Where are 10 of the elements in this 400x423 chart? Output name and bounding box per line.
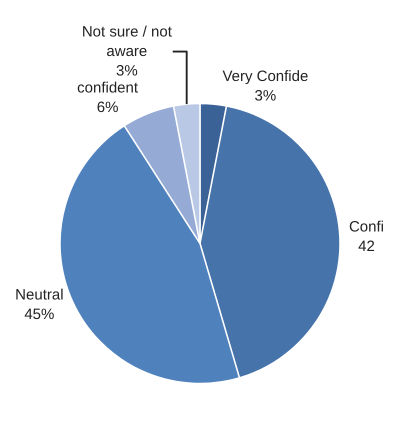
slice-label: Not sure / not aware <box>82 24 173 60</box>
data-label: 3% <box>116 62 138 80</box>
slice-label: Neutral <box>15 286 64 304</box>
data-label: 3% <box>254 87 276 104</box>
data-label: 42 <box>358 238 375 256</box>
data-label: 6% <box>96 99 118 116</box>
slice-label: Confi <box>348 218 384 236</box>
slice-label: confident <box>77 80 139 97</box>
slice-label: Very Confide <box>222 68 308 85</box>
data-label: 45% <box>24 306 54 324</box>
